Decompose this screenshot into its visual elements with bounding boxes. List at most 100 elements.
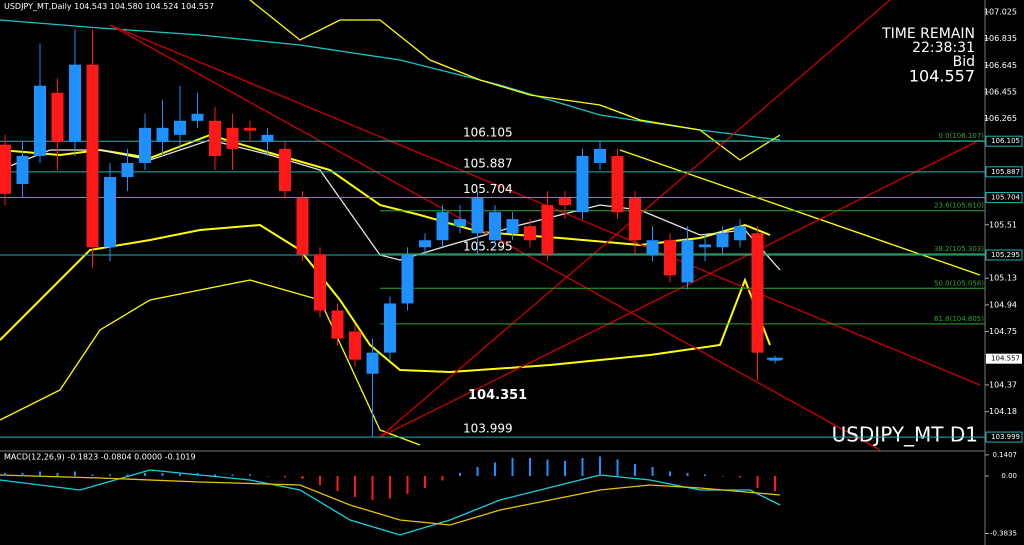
timer-title: TIME REMAIN: [881, 26, 975, 42]
y-tick-label: 105.13: [989, 274, 1017, 283]
candle-body: [349, 331, 361, 360]
macd-bar: [336, 475, 339, 491]
fast-ma: [0, 139, 781, 271]
macd-bar: [4, 472, 6, 476]
macd-title: MACD(12,26,9) -0.1823 -0.0804 0.0000 -0.…: [4, 453, 196, 462]
candle-body: [0, 144, 11, 194]
candle-body: [384, 303, 396, 353]
macd-bar: [459, 472, 461, 476]
y-tick-label: -0.3835: [990, 530, 1017, 538]
timer: 22:38:31: [912, 40, 975, 56]
level-box-label: 106.105: [991, 137, 1020, 145]
candle-body: [716, 233, 729, 248]
candle-body: [436, 212, 449, 241]
macd-bar: [774, 475, 776, 492]
level-label: 105.295: [463, 239, 513, 253]
candle-body: [331, 310, 344, 339]
macd-bar: [319, 475, 321, 485]
candle-body: [16, 155, 29, 185]
level-label: 105.887: [463, 156, 513, 170]
macd-bar: [494, 462, 496, 476]
macd-lines: [0, 469, 781, 536]
candle-body: [261, 134, 274, 142]
candle-body: [769, 358, 781, 361]
trend-red: [109, 24, 981, 386]
candle-body: [419, 240, 431, 248]
low-annotation: 104.351: [468, 388, 527, 403]
candle-body: [576, 155, 589, 213]
candle-body: [86, 64, 99, 248]
candle-body: [226, 127, 239, 149]
macd-bar: [581, 457, 584, 476]
candle-body: [699, 244, 711, 248]
level-box: [985, 166, 1023, 178]
level-label: 105.704: [463, 182, 513, 196]
candle-body: [156, 127, 169, 142]
candle-body: [541, 205, 554, 255]
macd-bar: [161, 472, 164, 476]
candle-body: [244, 127, 256, 131]
fib-label: 23.6(105.610): [934, 202, 984, 210]
y-tick-label: 0.00: [1001, 472, 1017, 480]
macd-bar: [441, 475, 444, 481]
macd-bar: [231, 474, 234, 476]
macd-bar: [721, 475, 724, 477]
fib-label: 38.2(105.303): [934, 245, 984, 253]
macd-bar: [756, 475, 759, 488]
macd-bar: [74, 471, 76, 476]
signal-line: [0, 474, 781, 526]
symbol-label: USDJPY_MT D1: [832, 423, 978, 447]
candle-body: [104, 177, 116, 248]
bid-title: Bid: [953, 54, 975, 70]
candle-body: [646, 240, 659, 255]
macd-bar: [284, 475, 286, 478]
level-box-label: 105.295: [991, 251, 1020, 259]
y-tick-label: 106.265: [984, 114, 1017, 123]
chart-title: USDJPY_MT,Daily 104.543 104.580 104.524 …: [4, 2, 214, 11]
candle-body: [629, 198, 641, 241]
candle-body: [366, 352, 379, 374]
level-box: [985, 431, 1023, 443]
macd-bar: [616, 459, 619, 476]
ohlc: 104.543 104.580 104.524 104.557: [74, 2, 214, 11]
candle-body: [611, 155, 624, 213]
band-lower: [0, 223, 771, 374]
y-tick-label: 0.1407: [993, 451, 1018, 459]
macd-line: [0, 469, 781, 536]
candle-body: [139, 127, 151, 163]
macd-bar: [406, 475, 409, 494]
macd-bar: [599, 456, 601, 476]
candle-body: [314, 254, 326, 311]
macd-bar: [354, 475, 356, 497]
macd-bar: [109, 474, 111, 476]
candle-body: [296, 198, 309, 255]
y-tick-label: 106.835: [984, 34, 1017, 43]
candle-body: [734, 226, 746, 241]
bid-value: 104.557: [909, 67, 975, 86]
candle-body: [121, 162, 134, 178]
macd-bar: [651, 466, 654, 476]
level-box: [985, 249, 1023, 261]
macd-bar: [546, 459, 549, 476]
bid-box-label: 104.557: [991, 355, 1020, 363]
candle-body: [471, 198, 484, 234]
fib-label: 50.0(105.058): [934, 279, 984, 287]
y-tick-label: 104.18: [989, 407, 1017, 416]
macd-bar: [144, 472, 146, 476]
y-tick-label: 104.94: [989, 300, 1017, 309]
macd-bar: [564, 460, 566, 476]
candle-body: [681, 240, 694, 283]
macd-bar: [389, 475, 391, 499]
candle-body: [559, 198, 571, 206]
candle-body: [191, 113, 204, 121]
candle-body: [506, 219, 519, 234]
macd-bar: [56, 472, 59, 476]
candle-body: [454, 219, 466, 227]
ma: [0, 133, 771, 247]
macd-bar: [529, 457, 531, 476]
macd-bar: [126, 474, 129, 476]
fib-label: 0.0(106.107): [938, 132, 984, 140]
macd-bar: [301, 475, 304, 479]
candle-body: [489, 212, 501, 241]
